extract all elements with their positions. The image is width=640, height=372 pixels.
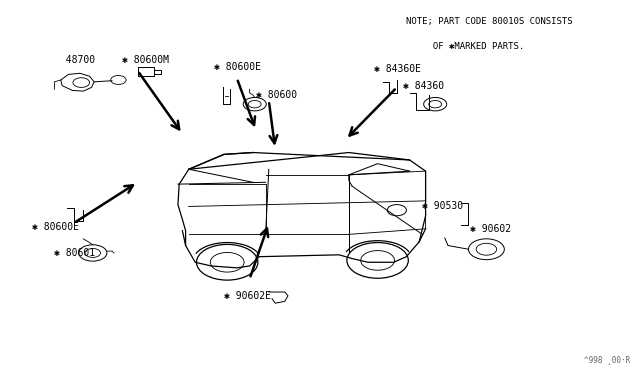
Text: ^998 ¸00·R: ^998 ¸00·R [584,355,630,364]
Text: ✱ 80601: ✱ 80601 [54,248,95,258]
Text: ✱ 90602: ✱ 90602 [470,224,511,234]
Text: ✱ 90530: ✱ 90530 [422,202,463,211]
Text: NOTE; PART CODE 80010S CONSISTS: NOTE; PART CODE 80010S CONSISTS [406,17,573,26]
Text: ✱ 80600E: ✱ 80600E [32,222,79,232]
Text: ✱ 84360E: ✱ 84360E [374,64,421,74]
Text: ✱ 80600M: ✱ 80600M [122,55,168,64]
Text: 48700: 48700 [54,55,95,64]
Text: ✱ 84360: ✱ 84360 [403,81,444,90]
Text: ✱ 80600: ✱ 80600 [256,90,297,100]
Text: ✱ 80600E: ✱ 80600E [214,62,261,72]
Text: ✱ 90602E: ✱ 90602E [224,291,271,301]
Text: OF ✱MARKED PARTS.: OF ✱MARKED PARTS. [406,42,525,51]
